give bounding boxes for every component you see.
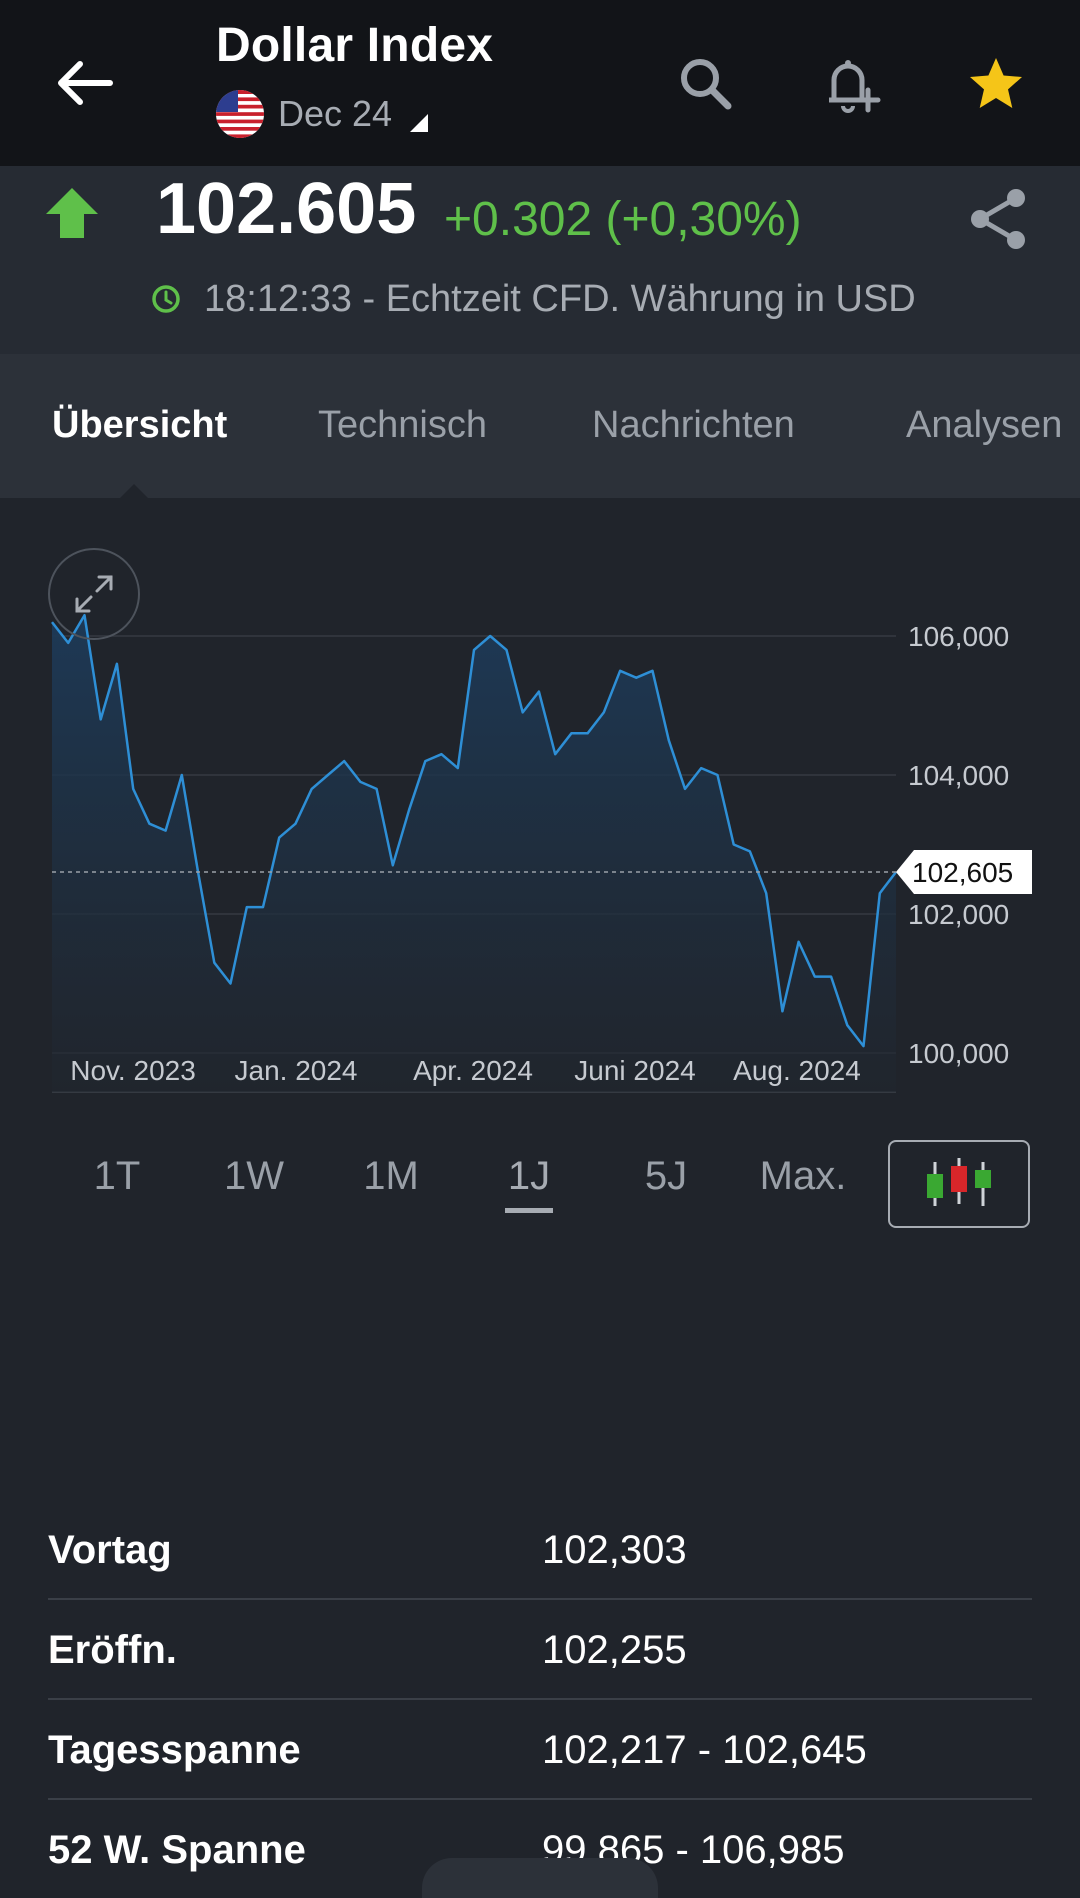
range-1w[interactable]: 1W [224,1154,284,1198]
chart-area [52,615,896,1092]
last-price: 102.605 [156,169,417,249]
contract-selector[interactable]: Dec 24 [216,88,429,140]
share-icon [971,189,1025,249]
add-alert-button[interactable] [810,44,890,124]
stat-value: 102,217 - 102,645 [542,1728,867,1772]
stat-row: Eröffn. 102,255 [48,1600,1032,1700]
quote-time-info: 18:12:33 - Echtzeit CFD. Währung in USD [150,274,916,324]
current-price-marker [896,849,1032,894]
dropdown-triangle-icon [410,114,429,132]
contract-label: Dec 24 [278,93,393,134]
price-change: +0.302 (+0,30%) [444,193,802,246]
candlestick-icon [927,1158,991,1206]
x-tick-label: Nov. 2023 [70,1055,196,1086]
page-title: Dollar Index [216,19,494,72]
back-button[interactable] [44,42,124,122]
quote-panel [0,166,1080,354]
range-1t[interactable]: 1T [93,1154,141,1198]
stat-label: Vortag [48,1528,172,1572]
clock-icon [152,285,180,313]
tab-technical[interactable]: Technisch [318,404,487,446]
range-5j[interactable]: 5J [644,1154,688,1198]
y-tick-label: 100,000 [908,1038,1009,1069]
x-tick-label: Jan. 2024 [235,1055,358,1086]
stat-label: Eröffn. [48,1628,177,1672]
chart-type-button[interactable] [888,1140,1030,1228]
current-price-label: 102,605 [912,857,1013,888]
up-arrow-icon [46,188,98,238]
time-info-text: 18:12:33 - Echtzeit CFD. Währung in USD [204,277,916,320]
back-arrow-icon [58,61,113,105]
y-tick-label: 106,000 [908,621,1009,652]
y-tick-label: 104,000 [908,760,1009,791]
search-icon [681,59,732,110]
tab-bar: Übersicht Technisch Nachrichten Analysen [0,354,1080,498]
stat-value: 102,255 [542,1628,687,1672]
search-button[interactable] [666,44,746,124]
active-range-underline [505,1208,553,1213]
price-chart[interactable]: 106,000 104,000 102,000 100,000 102,605 Nov. … [0,498,1080,1118]
stat-row: 52 W. Spanne 99,865 - 106,985 [48,1800,1032,1898]
y-tick-label: 102,000 [908,899,1009,930]
share-button[interactable] [964,184,1034,254]
range-max[interactable]: Max. [759,1154,847,1198]
bottom-sheet-handle[interactable] [422,1858,658,1898]
tab-overview[interactable]: Übersicht [52,404,228,446]
stat-value: 102,303 [542,1528,687,1572]
key-stats-table: Vortag 102,303 Eröffn. 102,255 Tagesspan… [48,1500,1032,1898]
x-tick-label: Apr. 2024 [413,1055,533,1086]
active-tab-indicator [120,484,148,498]
chart-series-line [51,613,897,1048]
expand-chart-button[interactable] [48,548,140,640]
range-1j[interactable]: 1J [507,1154,551,1198]
stat-label: Tagesspanne [48,1728,301,1772]
stat-row: Vortag 102,303 [48,1500,1032,1600]
add-alert-icon [829,60,881,113]
top-app-bar: Dollar Index Dec 24 [0,0,1080,166]
price-chart-svg: 106,000 104,000 102,000 100,000 102,605 Nov. … [51,613,1032,1093]
x-tick-label: Juni 2024 [574,1055,695,1086]
time-range-selector: 1T 1W 1M 1J 5J Max. [0,1138,1080,1228]
expand-icon [75,575,113,613]
tab-analyses[interactable]: Analysen [906,404,1063,446]
us-flag-icon [216,90,264,138]
stat-row: Tagesspanne 102,217 - 102,645 [48,1700,1032,1800]
range-1m[interactable]: 1M [363,1154,419,1198]
x-tick-label: Aug. 2024 [733,1055,861,1086]
stat-label: 52 W. Spanne [48,1828,306,1872]
favorite-button[interactable] [956,44,1036,124]
star-icon [970,58,1022,108]
tab-news[interactable]: Nachrichten [592,404,795,446]
